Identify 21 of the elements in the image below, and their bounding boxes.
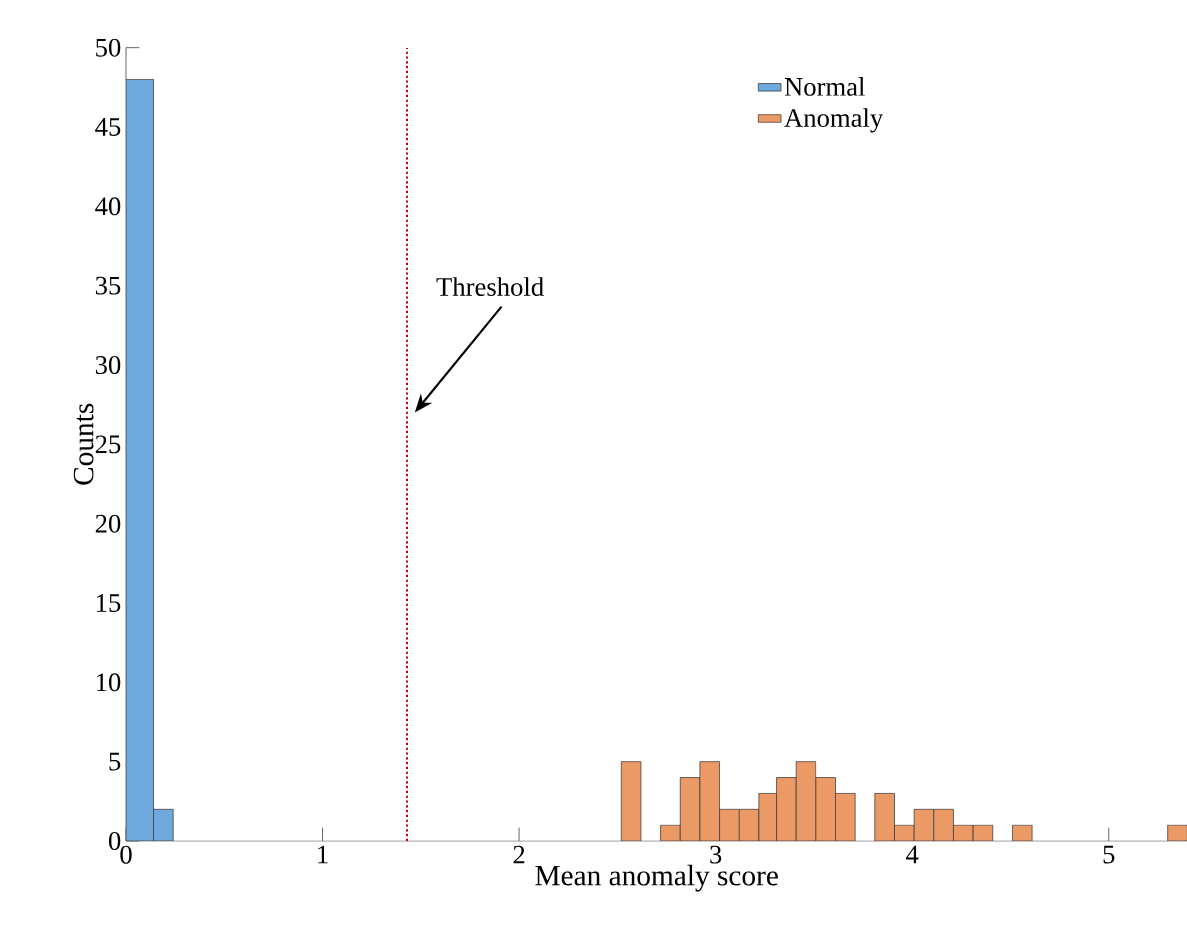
legend-label: Anomaly [784,108,884,133]
y-tick-label: 25 [95,435,121,454]
x-tick-label: 4 [906,845,919,864]
x-tick-label: 2 [513,845,525,864]
y-tick-label: 45 [95,118,121,136]
y-tick-label: 0 [108,832,121,850]
legend-label: Normal [784,77,865,96]
y-tick-label: 5 [109,752,121,771]
x-tick-label: 3 [710,845,722,864]
y-tick-label: 10 [96,673,121,692]
y-tick-label: 15 [96,594,121,612]
y-tick-label: 40 [95,197,121,216]
y-axis-title: Counts [73,403,94,485]
y-tick-label: 50 [96,38,121,57]
y-tick-label: 20 [95,514,121,533]
y-tick-label: 30 [95,356,121,374]
ref-line-label: Threshold [436,277,544,296]
x-tick-label: 5 [1103,845,1115,864]
y-tick-label: 35 [95,276,121,295]
x-axis-title: Mean anomaly score [535,864,778,892]
x-tick-label: 1 [318,845,328,864]
